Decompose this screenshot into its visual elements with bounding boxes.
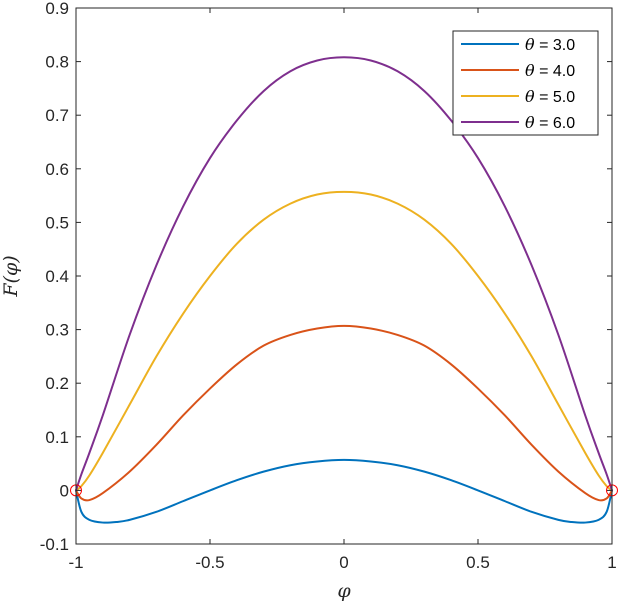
series-line-4 [75, 56, 613, 492]
legend: θ = 3.0θ = 4.0θ = 5.0θ = 6.0 [452, 30, 599, 136]
x-axis-ticks: -1 -0.5 0 0.5 1 [68, 8, 617, 572]
legend-theta-symbol: θ [525, 61, 535, 80]
legend-theta-symbol: θ [525, 87, 535, 106]
x-axis-label: φ [337, 580, 351, 602]
x-tick-label: 0 [339, 553, 348, 572]
series-line-1 [75, 458, 613, 524]
y-tick-label: 0 [60, 481, 69, 500]
y-tick-label: -0.1 [40, 535, 69, 554]
y-tick-label: 0.8 [45, 53, 69, 72]
legend-label-1: θ = 3.0 [525, 35, 575, 54]
legend-theta-symbol: θ [525, 35, 535, 54]
y-tick-label: 0.3 [45, 321, 69, 340]
legend-box [452, 30, 599, 136]
series-line-2 [75, 324, 613, 502]
legend-theta-symbol: θ [525, 113, 535, 132]
legend-theta-value: = 3.0 [535, 37, 576, 54]
x-tick-label: 1 [607, 553, 616, 572]
series-group [75, 56, 613, 524]
y-tick-label: 0.7 [45, 106, 69, 125]
legend-label-2: θ = 4.0 [525, 61, 575, 80]
y-tick-label: 0.9 [45, 0, 69, 18]
x-tick-label: -0.5 [195, 553, 224, 572]
x-tick-label: -1 [68, 553, 83, 572]
series-line-3 [75, 190, 613, 492]
y-axis-label: F(φ) [0, 255, 22, 297]
legend-theta-value: = 4.0 [535, 63, 576, 80]
y-tick-label: 0.4 [45, 267, 69, 286]
y-tick-label: 0.5 [45, 213, 69, 232]
y-axis-ticks: -0.1 0 0.1 0.2 0.3 0.4 0.5 0.6 0.7 0.8 0.9 [40, 0, 612, 554]
legend-theta-value: = 6.0 [535, 115, 576, 132]
x-tick-label: 0.5 [466, 553, 490, 572]
legend-label-3: θ = 5.0 [525, 87, 575, 106]
legend-theta-value: = 5.0 [535, 89, 576, 106]
y-tick-label: 0.1 [45, 428, 69, 447]
legend-label-4: θ = 6.0 [525, 113, 575, 132]
y-tick-label: 0.6 [45, 160, 69, 179]
y-tick-label: 0.2 [45, 374, 69, 393]
